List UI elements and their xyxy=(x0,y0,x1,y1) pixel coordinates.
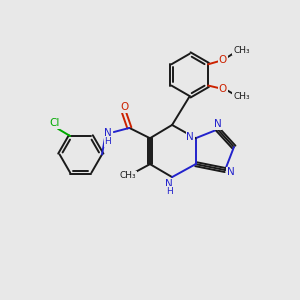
Text: O: O xyxy=(219,55,227,65)
Text: N: N xyxy=(214,119,222,129)
Text: H: H xyxy=(166,187,172,196)
Text: N: N xyxy=(226,167,234,177)
Text: O: O xyxy=(219,84,227,94)
Text: H: H xyxy=(104,137,111,146)
Text: O: O xyxy=(120,102,128,112)
Text: N: N xyxy=(187,132,194,142)
Text: CH₃: CH₃ xyxy=(233,46,250,55)
Text: N: N xyxy=(104,128,112,138)
Text: N: N xyxy=(165,178,173,189)
Text: CH₃: CH₃ xyxy=(233,92,250,101)
Text: Cl: Cl xyxy=(49,118,59,128)
Text: CH₃: CH₃ xyxy=(120,171,136,180)
